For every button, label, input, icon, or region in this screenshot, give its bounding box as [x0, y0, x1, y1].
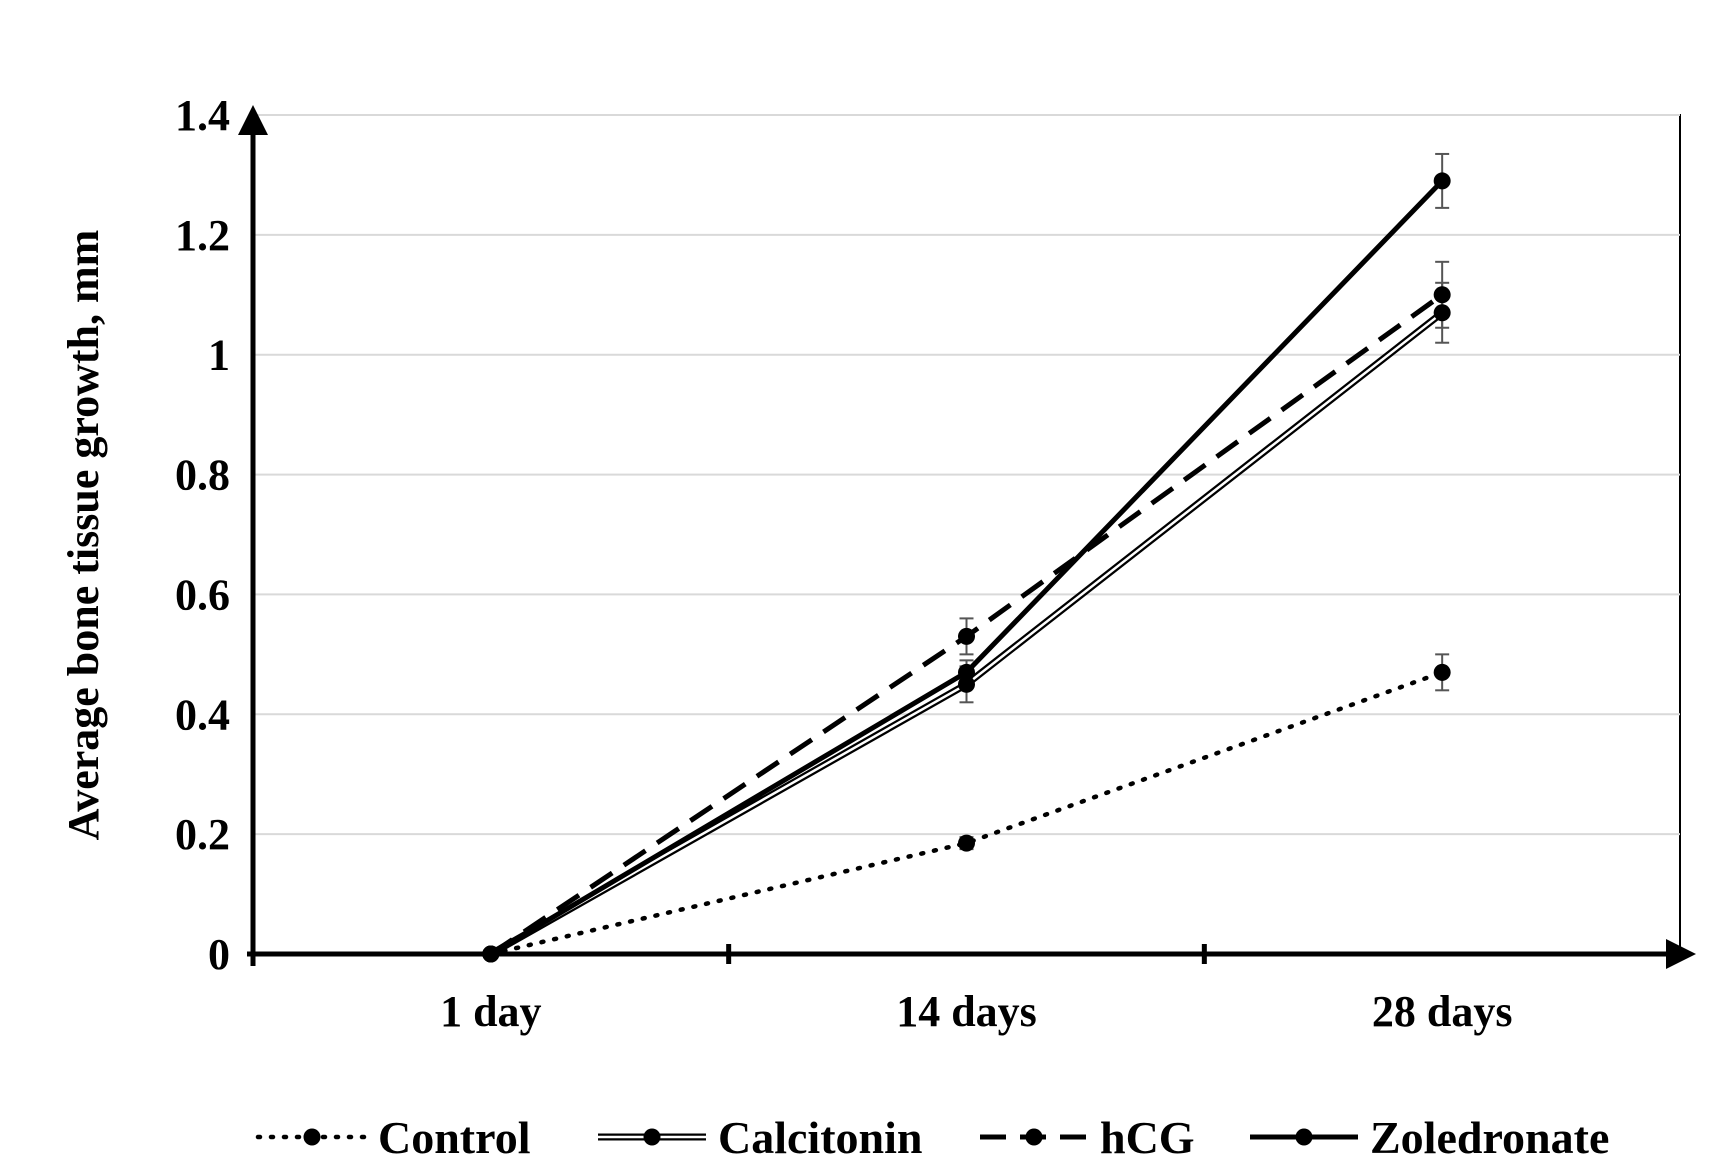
legend-item-zoledronate: Zoledronate [1250, 1112, 1609, 1163]
x-tick-label: 14 days [896, 987, 1037, 1036]
legend-marker [643, 1128, 661, 1146]
plot-area-frame [252, 114, 1681, 955]
legend-label: hCG [1100, 1112, 1195, 1163]
legend-marker [1025, 1128, 1043, 1146]
data-point-zoledronate [1433, 172, 1451, 190]
data-point-calcitonin [958, 675, 975, 693]
legend-marker [1295, 1128, 1313, 1146]
data-point-hcg [958, 627, 975, 645]
data-point-control [958, 834, 975, 852]
data-point-zoledronate [958, 663, 975, 681]
data-points [482, 172, 1451, 963]
y-tick-label: 0.2 [175, 810, 230, 859]
legend: Control Calcitonin hCG Zoledronate [255, 1112, 1609, 1163]
legend-label: Zoledronate [1370, 1112, 1609, 1163]
y-tick-label: 0.8 [175, 451, 230, 500]
data-point-zoledronate [482, 945, 500, 963]
y-axis-ticks: 0 0.2 0.4 0.6 0.8 1 1.2 1.4 [175, 91, 230, 979]
legend-item-hcg: hCG [980, 1112, 1195, 1163]
legend-label: Calcitonin [718, 1112, 922, 1163]
legend-item-calcitonin: Calcitonin [598, 1112, 922, 1163]
data-point-calcitonin [1433, 304, 1451, 322]
y-tick-label: 0 [208, 930, 230, 979]
y-tick-label: 1.2 [175, 211, 230, 260]
x-axis-ticks: 1 day 14 days 28 days [440, 987, 1512, 1036]
legend-item-control: Control [255, 1112, 531, 1163]
data-point-control [1433, 663, 1451, 681]
legend-marker [303, 1128, 321, 1146]
legend-label: Control [378, 1112, 531, 1163]
y-tick-label: 0.6 [175, 570, 230, 619]
x-tick-label: 1 day [440, 987, 541, 1036]
data-point-hcg [1433, 286, 1451, 304]
y-tick-label: 1.4 [175, 91, 230, 140]
x-tick-label: 28 days [1372, 987, 1513, 1036]
y-axis-title: Average bone tissue growth, mm [59, 230, 108, 841]
gridlines [253, 114, 1680, 836]
y-tick-label: 1 [208, 331, 230, 380]
y-tick-label: 0.4 [175, 690, 230, 739]
